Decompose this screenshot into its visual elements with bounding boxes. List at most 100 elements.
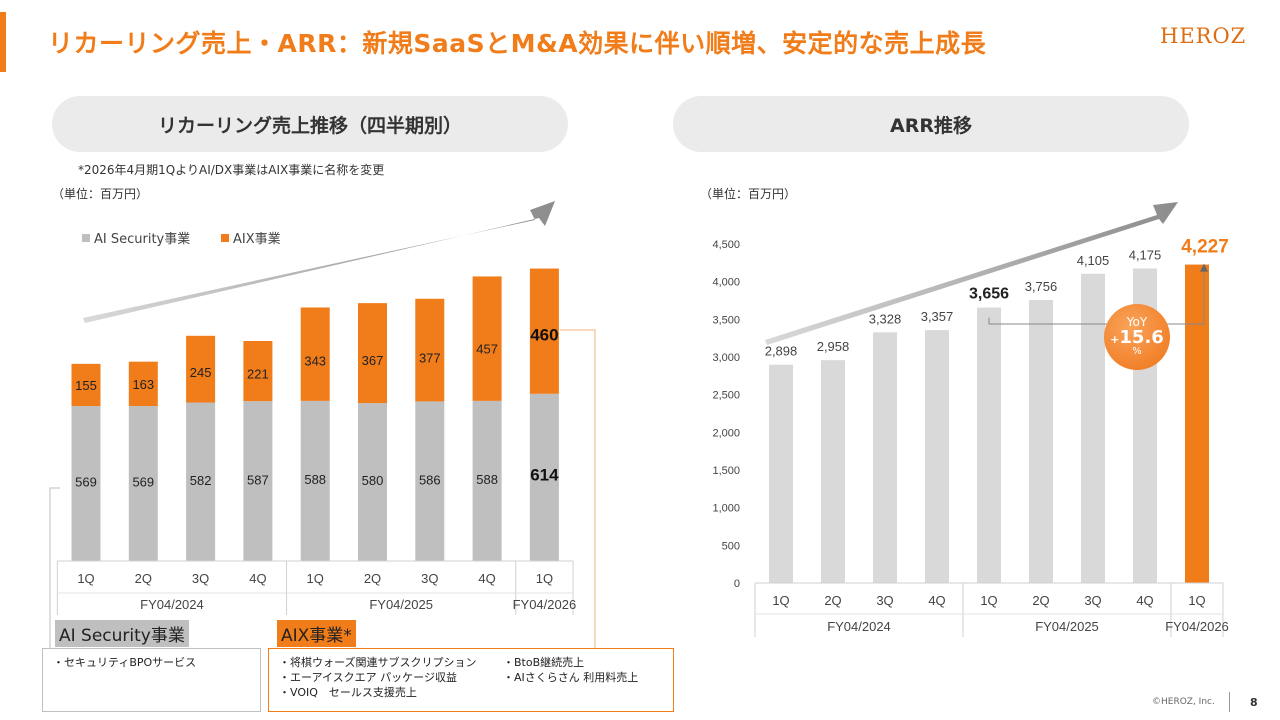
aix-value-label: 245 bbox=[190, 365, 212, 380]
aix-bar bbox=[128, 361, 158, 407]
security-value-label: 588 bbox=[304, 472, 326, 487]
arr-value-label: 3,656 bbox=[969, 286, 1009, 303]
yoy-title: YoY bbox=[1126, 315, 1148, 329]
yoy-unit: % bbox=[1132, 346, 1142, 358]
arr-value-label: 4,227 bbox=[1181, 237, 1229, 258]
aix-bar bbox=[529, 268, 559, 394]
security-item: ・セキュリティBPOサービス bbox=[53, 656, 197, 669]
aix-value-label: 155 bbox=[75, 378, 97, 393]
arr-bar bbox=[1029, 300, 1053, 583]
arr-bar bbox=[977, 307, 1001, 583]
legend-swatch bbox=[82, 234, 90, 242]
fiscal-year-label: FY04/2024 bbox=[140, 597, 204, 612]
security-value-label: 569 bbox=[75, 475, 97, 490]
page-title: リカーリング売上・ARR：新規SaaSとM&A効果に伴い順増、安定的な売上成長 bbox=[48, 29, 987, 58]
y-tick-label: 1,000 bbox=[712, 503, 740, 515]
aix-bar bbox=[243, 340, 273, 402]
arr-bar bbox=[1081, 273, 1105, 583]
security-bar bbox=[243, 401, 273, 561]
yoy-arrowhead bbox=[1200, 263, 1208, 272]
y-tick-label: 500 bbox=[722, 540, 740, 552]
aix-bar bbox=[300, 307, 330, 401]
legend-label: AIX事業 bbox=[233, 231, 281, 247]
security-bar bbox=[128, 406, 158, 561]
arr-bar bbox=[925, 330, 949, 583]
growth-arrow bbox=[83, 201, 555, 323]
aix-value-label: 377 bbox=[419, 350, 441, 365]
fiscal-year-label: FY04/2025 bbox=[369, 597, 433, 612]
fiscal-year-label: FY04/2026 bbox=[513, 597, 577, 612]
security-bar bbox=[186, 402, 216, 561]
yoy-growth-badge: YoY +15.6 % bbox=[1104, 304, 1170, 370]
security-connector bbox=[49, 487, 60, 648]
category-label: 1Q bbox=[772, 593, 789, 608]
category-label: 3Q bbox=[1084, 593, 1101, 608]
yoy-bracket bbox=[988, 266, 1205, 325]
arr-value-label: 3,357 bbox=[921, 309, 954, 324]
arr-chart: 0 500 1,000 1,500 2,000 2,500 3,000 3,500 4,000 4… bbox=[712, 202, 1229, 637]
y-tick-label: 2,000 bbox=[712, 427, 740, 439]
arr-growth-arrow bbox=[765, 202, 1178, 345]
yoy-value: 15.6 bbox=[1119, 326, 1164, 348]
category-label: 4Q bbox=[928, 593, 945, 608]
security-value-label: 569 bbox=[132, 475, 154, 490]
y-tick-label: 3,500 bbox=[712, 314, 740, 326]
aix-value-label: 367 bbox=[362, 353, 384, 368]
security-value-label: 588 bbox=[476, 472, 498, 487]
recurring-sales-chart: AI Security事業 AIX事業 569 155 569 163 582 245 587… bbox=[49, 201, 596, 648]
heroz-logo: HEROZ bbox=[1160, 24, 1247, 48]
aix-value-label: 163 bbox=[132, 377, 154, 392]
aix-item: ・エーアイスクエア パッケージ収益 bbox=[279, 671, 457, 684]
aix-bar bbox=[71, 363, 101, 407]
category-label: 2Q bbox=[824, 593, 841, 608]
arr-value-label: 3,328 bbox=[869, 311, 902, 326]
category-label: 3Q bbox=[421, 571, 438, 586]
y-tick-label: 0 bbox=[734, 578, 740, 590]
aix-bar bbox=[358, 303, 387, 404]
security-value-label: 587 bbox=[247, 472, 269, 487]
category-label: 1Q bbox=[536, 571, 553, 586]
legend-swatch bbox=[221, 234, 229, 242]
aix-item: ・AIさくらさん 利用料売上 bbox=[503, 671, 639, 684]
arr-value-label: 2,898 bbox=[765, 344, 798, 359]
arr-bar bbox=[821, 360, 845, 583]
arr-bar bbox=[873, 332, 897, 583]
security-bar bbox=[415, 401, 445, 561]
y-tick-label: 2,500 bbox=[712, 390, 740, 402]
ai-security-description-box: ・セキュリティBPOサービス bbox=[42, 648, 261, 712]
recurring-sales-panel-title: リカーリング売上推移（四半期別） bbox=[52, 96, 568, 152]
fiscal-year-label: FY04/2025 bbox=[1035, 619, 1099, 634]
title-accent-bar bbox=[0, 12, 6, 72]
fiscal-year-label: FY04/2026 bbox=[1165, 619, 1229, 634]
copyright: ©HEROZ, Inc. bbox=[1152, 697, 1215, 707]
category-label: 4Q bbox=[249, 571, 266, 586]
category-label: 4Q bbox=[1136, 593, 1153, 608]
ai-security-segment-label: AI Security事業 bbox=[55, 620, 189, 647]
arr-bar bbox=[1185, 264, 1209, 583]
rename-note: *2026年4月期1QよりAI/DX事業はAIX事業に名称を変更 bbox=[78, 163, 385, 177]
y-tick-label: 1,500 bbox=[712, 465, 740, 477]
y-tick-label: 3,000 bbox=[712, 352, 740, 364]
category-label: 2Q bbox=[364, 571, 381, 586]
aix-bar bbox=[186, 335, 216, 403]
security-value-label: 614 bbox=[530, 466, 559, 485]
page-number: 8 bbox=[1250, 696, 1258, 709]
category-label: 1Q bbox=[77, 571, 94, 586]
security-bar bbox=[472, 400, 502, 561]
fiscal-year-label: FY04/2024 bbox=[827, 619, 891, 634]
aix-item: ・VOIQ セールス支援売上 bbox=[279, 686, 417, 699]
security-value-label: 582 bbox=[190, 473, 212, 488]
right-unit-note: （単位：百万円） bbox=[700, 187, 797, 201]
yoy-sign: + bbox=[1110, 332, 1120, 346]
aix-value-label: 460 bbox=[530, 326, 558, 345]
aix-connector bbox=[560, 329, 596, 648]
aix-value-label: 221 bbox=[247, 366, 269, 381]
category-label: 1Q bbox=[307, 571, 324, 586]
arr-bar bbox=[769, 364, 793, 583]
arr-value-label: 3,756 bbox=[1025, 279, 1058, 294]
security-bar bbox=[529, 393, 559, 561]
arr-value-label: 4,105 bbox=[1077, 253, 1110, 268]
aix-segment-label: AIX事業* bbox=[277, 620, 356, 647]
security-bar bbox=[71, 406, 101, 561]
aix-value-label: 343 bbox=[304, 353, 326, 368]
